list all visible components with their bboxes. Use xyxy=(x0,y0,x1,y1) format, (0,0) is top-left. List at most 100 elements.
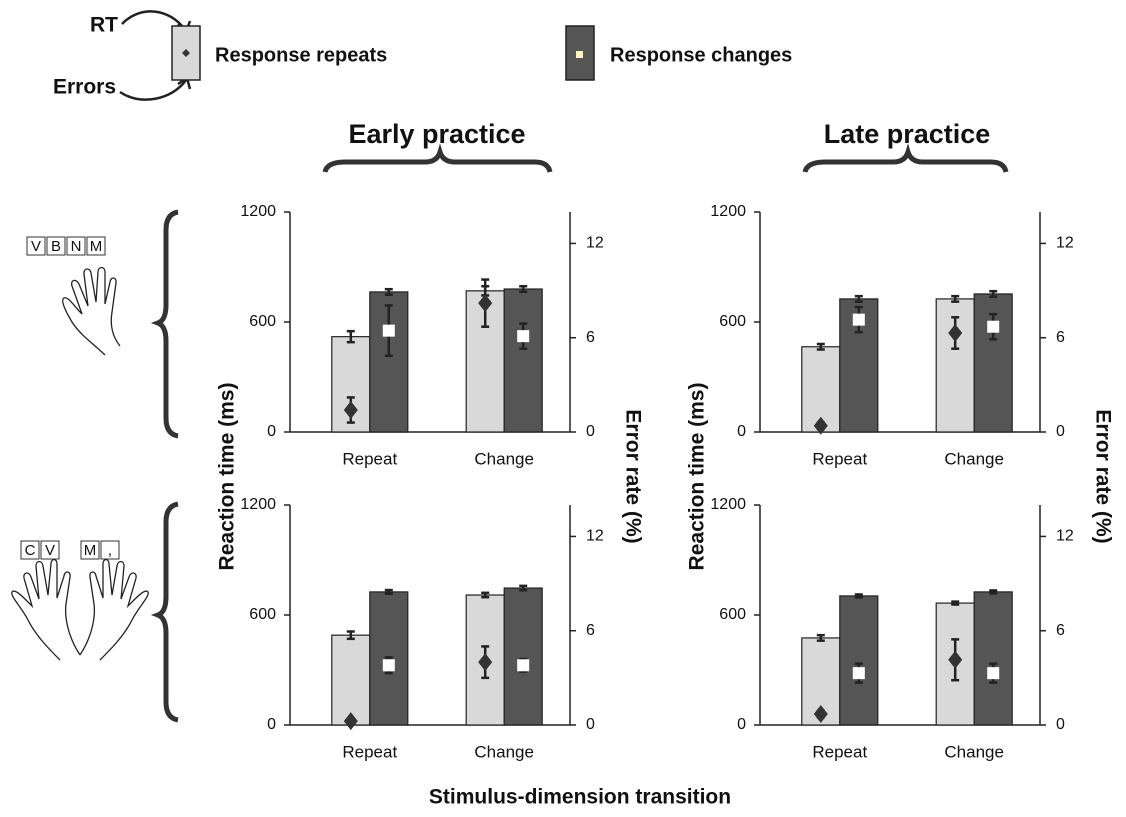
x-axis-title: Stimulus-dimension transition xyxy=(429,786,731,809)
bar xyxy=(503,288,543,433)
error-rate-marker xyxy=(478,653,493,672)
error-rate-marker xyxy=(382,659,395,672)
y2-tick-label: 0 xyxy=(1056,716,1065,733)
x-tick-label: Change xyxy=(474,742,534,761)
y2-tick-label: 12 xyxy=(1056,235,1074,252)
error-rate-marker xyxy=(478,294,493,313)
error-bar xyxy=(951,600,960,606)
y2-tick-label: 12 xyxy=(586,528,604,545)
hand-icons xyxy=(11,266,149,661)
panel-title: Late practice xyxy=(824,119,991,149)
error-bar xyxy=(519,584,528,592)
error-bar xyxy=(816,633,825,642)
error-rate-marker xyxy=(343,712,358,731)
y2-tick-label: 6 xyxy=(586,329,595,346)
y-tick-label: 1200 xyxy=(240,496,276,513)
bar xyxy=(973,591,1013,726)
error-bar xyxy=(346,329,355,344)
y2-tick-label: 6 xyxy=(586,622,595,639)
y-axis-title: Reaction time (ms) xyxy=(686,383,709,571)
key-label: B xyxy=(51,238,61,255)
y2-axis-title: Error rate (%) xyxy=(1091,409,1114,543)
y2-tick-label: 0 xyxy=(1056,423,1065,440)
bar xyxy=(839,595,879,726)
key-box xyxy=(20,540,40,560)
legend-label: Response repeats xyxy=(215,44,387,66)
y2-tick-label: 12 xyxy=(1056,528,1074,545)
x-tick-label: Change xyxy=(944,449,1004,468)
legend-label: Response changes xyxy=(610,44,792,66)
error-rate-marker xyxy=(852,313,865,326)
error-rate-marker xyxy=(948,324,963,342)
key-box xyxy=(40,540,60,560)
y2-tick-label: 12 xyxy=(586,235,604,252)
y2-tick-label: 6 xyxy=(1056,329,1065,346)
error-bar xyxy=(854,593,863,599)
y-tick-label: 1200 xyxy=(710,496,746,513)
y2-tick-label: 0 xyxy=(586,716,595,733)
error-rate-marker xyxy=(852,667,865,680)
key-label: , xyxy=(108,542,112,559)
error-bar xyxy=(384,287,393,296)
key-box xyxy=(100,540,120,560)
error-bar xyxy=(346,630,355,641)
error-bar xyxy=(384,588,393,595)
error-rate-marker xyxy=(948,650,963,669)
error-bar xyxy=(816,342,825,351)
error-bar xyxy=(481,591,490,599)
key-label: V xyxy=(45,542,55,559)
key-box xyxy=(80,540,100,560)
error-rate-marker xyxy=(987,667,1000,680)
error-bar xyxy=(951,294,960,303)
legend-rt: RT xyxy=(90,14,118,37)
y-tick-label: 600 xyxy=(249,313,276,330)
y-tick-label: 600 xyxy=(719,313,746,330)
x-tick-label: Repeat xyxy=(812,449,867,468)
y-tick-label: 0 xyxy=(267,716,276,733)
error-bar xyxy=(989,589,998,595)
x-tick-label: Repeat xyxy=(342,742,397,761)
key-label: M xyxy=(84,542,97,559)
y2-tick-label: 0 xyxy=(586,423,595,440)
x-tick-label: Repeat xyxy=(812,742,867,761)
y-axis-title: Reaction time (ms) xyxy=(216,383,239,571)
bar xyxy=(503,587,543,726)
y2-tick-label: 6 xyxy=(1056,622,1065,639)
panel-title: Early practice xyxy=(348,119,525,149)
x-tick-label: Change xyxy=(474,449,534,468)
y-tick-label: 0 xyxy=(267,423,276,440)
y-tick-label: 1200 xyxy=(240,203,276,220)
error-rate-marker xyxy=(813,705,828,723)
error-rate-marker xyxy=(382,324,395,337)
error-bar xyxy=(854,294,863,303)
error-rate-marker xyxy=(343,401,358,419)
y-tick-label: 0 xyxy=(737,716,746,733)
error-rate-marker xyxy=(813,416,828,435)
error-bar xyxy=(989,289,998,298)
error-rate-marker xyxy=(517,330,530,343)
braces xyxy=(150,143,1009,723)
y-tick-label: 0 xyxy=(737,423,746,440)
key-label: V xyxy=(31,238,41,255)
error-bar xyxy=(519,285,528,293)
y-tick-label: 1200 xyxy=(710,203,746,220)
y-tick-label: 600 xyxy=(249,606,276,623)
x-tick-label: Change xyxy=(944,742,1004,761)
bar xyxy=(331,634,371,726)
legend-square xyxy=(576,51,583,58)
error-rate-marker xyxy=(987,320,1000,333)
key-box xyxy=(46,236,66,256)
y-tick-label: 600 xyxy=(719,606,746,623)
error-rate-marker xyxy=(517,659,530,672)
key-box xyxy=(86,236,106,256)
key-box xyxy=(66,236,86,256)
key-label: M xyxy=(90,238,103,255)
y2-axis-title: Error rate (%) xyxy=(621,409,644,543)
legend-diamond xyxy=(182,49,190,57)
legend-errors: Errors xyxy=(53,76,116,99)
x-tick-label: Repeat xyxy=(342,449,397,468)
key-label: N xyxy=(71,238,82,255)
key-label: C xyxy=(25,542,36,559)
